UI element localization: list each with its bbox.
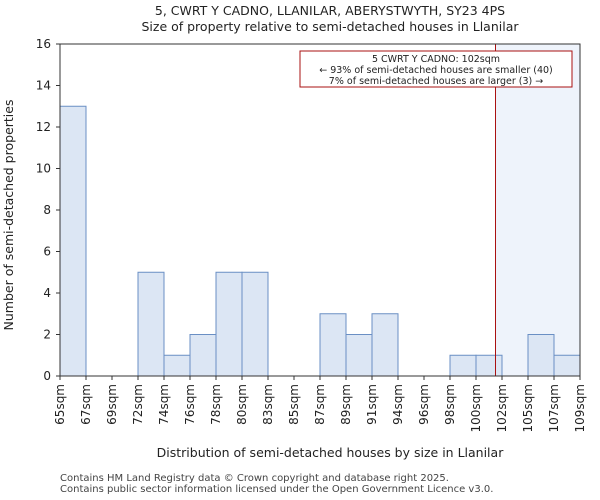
x-tick-label-89sqm: 89sqm <box>339 384 353 425</box>
chart-title-line2: Size of property relative to semi-detach… <box>141 19 519 34</box>
x-tick-label-69sqm: 69sqm <box>105 384 119 425</box>
x-tick-label-74sqm: 74sqm <box>157 384 171 425</box>
x-tick-label-98sqm: 98sqm <box>443 384 457 425</box>
bar-105sqm <box>527 334 555 377</box>
larger-region-highlight <box>495 44 580 376</box>
x-tick-label-96sqm: 96sqm <box>417 384 431 425</box>
footer-line1: Contains HM Land Registry data © Crown c… <box>60 473 449 484</box>
bar-100sqm <box>475 354 503 377</box>
bar-107sqm <box>553 354 581 377</box>
y-tick-label-16: 16 <box>36 37 51 51</box>
y-tick-label-0: 0 <box>43 369 51 383</box>
annotation-box: 5 CWRT Y CADNO: 102sqm ← 93% of semi-det… <box>299 50 573 88</box>
bars-group <box>59 105 581 377</box>
x-tick-label-107sqm: 107sqm <box>547 384 561 432</box>
bar-76sqm <box>189 334 217 377</box>
chart-title-line1: 5, CWRT Y CADNO, LLANILAR, ABERYSTWYTH, … <box>155 3 505 18</box>
x-axis-ticks: 65sqm 67sqm 69sqm 72sqm 74sqm 76sqm 78sqm 80sqm… <box>53 376 587 432</box>
bar-87sqm <box>319 313 347 377</box>
y-tick-label-10: 10 <box>36 162 51 176</box>
y-tick-label-8: 8 <box>43 203 51 217</box>
bar-91sqm <box>371 313 399 377</box>
footer-line2: Contains public sector information licen… <box>60 484 494 495</box>
bar-80sqm <box>241 271 269 377</box>
bar-89sqm <box>345 334 373 377</box>
x-tick-label-85sqm: 85sqm <box>287 384 301 425</box>
x-tick-label-80sqm: 80sqm <box>235 384 249 425</box>
y-tick-label-2: 2 <box>43 328 51 342</box>
x-tick-label-87sqm: 87sqm <box>313 384 327 425</box>
bar-98sqm <box>449 354 477 377</box>
x-tick-label-102sqm: 102sqm <box>495 384 509 432</box>
bar-65sqm <box>59 105 87 377</box>
annotation-line2: ← 93% of semi-detached houses are smalle… <box>319 65 553 76</box>
x-tick-label-72sqm: 72sqm <box>131 384 145 425</box>
x-tick-label-65sqm: 65sqm <box>53 384 67 425</box>
bar-78sqm <box>215 271 243 377</box>
x-axis-label: Distribution of semi-detached houses by … <box>157 445 505 460</box>
y-tick-label-12: 12 <box>36 120 51 134</box>
x-tick-label-83sqm: 83sqm <box>261 384 275 425</box>
annotation-line3: 7% of semi-detached houses are larger (3… <box>329 76 543 87</box>
y-tick-label-6: 6 <box>43 245 51 259</box>
x-tick-label-76sqm: 76sqm <box>183 384 197 425</box>
y-tick-label-14: 14 <box>36 79 51 93</box>
y-axis-ticks: 0 2 4 6 8 10 12 14 16 <box>36 37 60 383</box>
annotation-frame <box>299 50 573 88</box>
x-tick-label-67sqm: 67sqm <box>79 384 93 425</box>
y-tick-label-4: 4 <box>43 286 51 300</box>
x-tick-label-78sqm: 78sqm <box>209 384 223 425</box>
x-tick-label-94sqm: 94sqm <box>391 384 405 425</box>
bar-72sqm <box>137 271 165 377</box>
annotation-line1: 5 CWRT Y CADNO: 102sqm <box>372 54 500 65</box>
x-tick-label-109sqm: 109sqm <box>573 384 587 432</box>
y-axis-label: Number of semi-detached properties <box>1 100 16 331</box>
x-tick-label-105sqm: 105sqm <box>521 384 535 432</box>
bar-74sqm <box>163 354 191 377</box>
x-tick-label-100sqm: 100sqm <box>469 384 483 432</box>
x-tick-label-91sqm: 91sqm <box>365 384 379 425</box>
